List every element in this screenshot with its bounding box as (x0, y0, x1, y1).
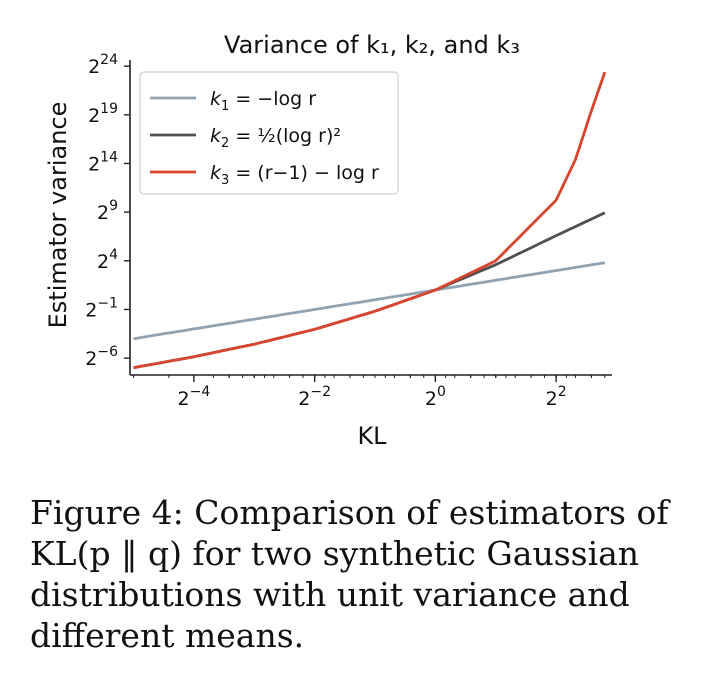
y-tick-label: 2−1 (85, 295, 118, 321)
legend-label: k3 = (r−1) − log r (210, 162, 379, 188)
x-tick-label: 22 (546, 384, 567, 410)
legend-frame (139, 71, 399, 195)
y-tick-label: 214 (88, 149, 118, 175)
y-tick-label: 224 (88, 52, 118, 78)
x-tick-label: 2−4 (178, 384, 211, 410)
y-tick-label: 24 (97, 247, 118, 273)
y-tick-label: 29 (97, 198, 118, 224)
x-tick-label: 2−2 (298, 384, 331, 410)
series-line-k3 (133, 71, 607, 370)
legend-label: k2 = ½(log r)² (210, 125, 341, 151)
series-line-k1 (133, 261, 606, 341)
legend-label: k1 = −log r (210, 88, 316, 114)
y-tick-label: 219 (88, 101, 118, 127)
series-line-k2 (133, 211, 606, 370)
chart-title: Variance of k₁, k₂, and k₃ (224, 31, 520, 59)
x-axis-label: KL (357, 422, 387, 450)
y-axis-label: Estimator variance (44, 102, 72, 329)
chart-legend: k1 = −log r k2 = ½(log r)² k3 = (r−1) − lo… (139, 71, 399, 195)
x-tick-label: 20 (425, 384, 446, 410)
variance-chart: Variance of k₁, k₂, and k₃ Estimator var… (44, 31, 612, 450)
y-tick-label: 2−6 (85, 344, 118, 370)
figure-caption: Figure 4: Comparison of estimators of KL… (30, 493, 669, 655)
